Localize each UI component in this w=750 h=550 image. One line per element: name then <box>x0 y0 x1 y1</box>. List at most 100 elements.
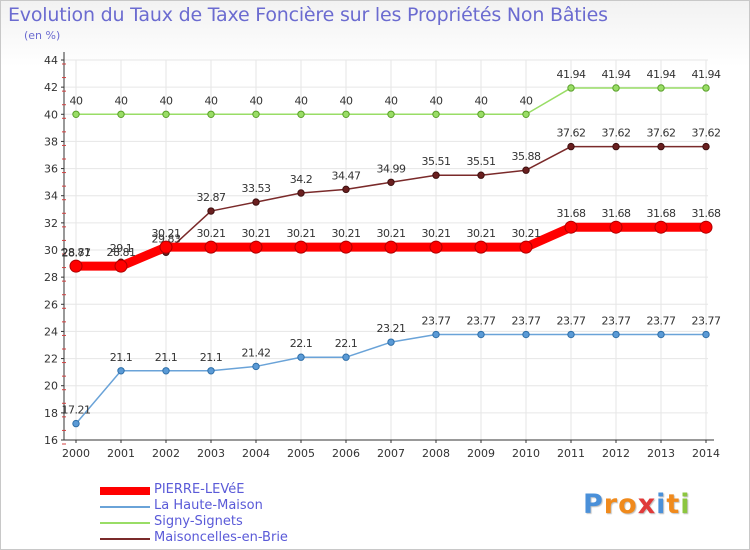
data-point <box>702 330 710 339</box>
y-tick-label: 20 <box>44 380 58 393</box>
data-label: 30.21 <box>332 227 361 240</box>
data-label: 40 <box>340 94 353 107</box>
data-point <box>159 240 173 254</box>
proxiti-logo: Proxiti <box>583 489 691 520</box>
data-point <box>522 330 530 339</box>
data-point <box>564 220 578 234</box>
data-label: 35.51 <box>467 155 496 168</box>
x-tick-label: 2001 <box>107 447 135 460</box>
data-label: 40 <box>475 94 488 107</box>
data-point <box>207 207 215 215</box>
data-point <box>294 240 308 254</box>
data-label: 31.68 <box>602 207 631 220</box>
data-point <box>207 367 215 375</box>
x-tick-label: 2007 <box>377 447 405 460</box>
data-label: 30.21 <box>512 227 541 240</box>
logo-letter: i <box>656 489 667 520</box>
chart-legend: PIERRE-LEVéE La Haute-Maison Signy-Signe… <box>100 482 360 547</box>
data-point <box>567 142 575 151</box>
data-point <box>72 419 80 428</box>
legend-label: Maisoncelles-en-Brie <box>154 530 288 545</box>
data-point <box>69 259 83 273</box>
data-point <box>474 240 488 254</box>
logo-letter: i <box>680 489 691 520</box>
logo-letter: r <box>603 489 619 520</box>
data-label: 29.1 <box>110 242 133 255</box>
data-point <box>252 110 260 118</box>
data-point <box>204 240 218 254</box>
data-point <box>477 110 485 118</box>
data-label: 34.2 <box>290 173 313 186</box>
data-point <box>702 142 710 151</box>
data-point <box>249 240 263 254</box>
series-maisoncelles-en-brie: 28.77 29.1 29.83 32.87 33.53 34.2 34.47 34.99 35… <box>62 127 721 271</box>
y-tick-label: 24 <box>44 325 58 338</box>
y-tick-label: 34 <box>44 190 58 203</box>
series-signy-signets: 40 40 40 40 40 40 40 40 40 40 40 41.94 41.94 41.94 41.… <box>70 68 721 118</box>
legend-swatch-pierre-levee <box>100 487 150 495</box>
y-tick-label: 42 <box>44 81 58 94</box>
data-point <box>342 353 350 361</box>
data-point <box>387 178 395 186</box>
data-label: 35.88 <box>512 150 541 163</box>
logo-letter: x <box>637 489 657 520</box>
x-tick-label: 2004 <box>242 447 270 460</box>
data-label: 23.77 <box>647 315 676 328</box>
chart-subtitle: (en %) <box>24 29 61 42</box>
data-label: 23.77 <box>557 315 586 328</box>
data-point <box>432 171 440 179</box>
data-label: 40 <box>205 94 218 107</box>
data-label: 28.77 <box>62 247 91 260</box>
data-label: 40 <box>520 94 533 107</box>
data-label: 21.42 <box>242 346 271 359</box>
data-label: 40 <box>430 94 443 107</box>
data-label: 23.77 <box>467 315 496 328</box>
data-point <box>117 110 125 118</box>
data-point <box>654 220 668 234</box>
data-label: 40 <box>250 94 263 107</box>
data-label: 37.62 <box>692 127 721 140</box>
data-label: 23.77 <box>692 315 721 328</box>
data-point <box>432 110 440 118</box>
legend-label: PIERRE-LEVéE <box>154 482 245 497</box>
data-point <box>612 330 620 339</box>
x-tick-label: 2002 <box>152 447 180 460</box>
data-point <box>612 142 620 151</box>
data-label: 23.77 <box>512 315 541 328</box>
data-point <box>567 84 575 92</box>
y-tick-label: 32 <box>44 217 58 230</box>
data-label: 30.21 <box>242 227 271 240</box>
data-label: 29.83 <box>152 232 181 245</box>
data-point <box>342 185 350 194</box>
data-label: 31.68 <box>692 207 721 220</box>
data-label: 21.1 <box>155 351 178 364</box>
data-label: 30.21 <box>422 227 451 240</box>
data-point <box>297 353 305 361</box>
y-tick-label: 30 <box>44 244 58 257</box>
x-tick-label: 2006 <box>332 447 360 460</box>
data-label: 21.1 <box>110 351 133 364</box>
data-point <box>387 110 395 118</box>
data-point <box>114 259 128 273</box>
data-label: 40 <box>295 94 308 107</box>
data-label: 23.77 <box>422 315 451 328</box>
data-point <box>477 171 485 179</box>
data-point <box>387 338 395 346</box>
data-label: 32.87 <box>197 191 226 204</box>
data-label: 33.53 <box>242 182 271 195</box>
data-point <box>207 110 215 118</box>
data-label: 30.21 <box>152 227 181 240</box>
legend-label: La Haute-Maison <box>154 498 263 513</box>
data-label: 28.81 <box>107 246 136 259</box>
data-point <box>252 198 260 206</box>
data-point <box>567 330 575 339</box>
series-la-haute-maison: 17.21 21.1 21.1 21.1 21.42 22.1 22.1 23.21 23.77… <box>62 315 721 428</box>
data-label: 41.94 <box>647 68 676 81</box>
data-label: 31.68 <box>647 207 676 220</box>
data-point <box>432 330 440 339</box>
data-point <box>297 189 305 197</box>
data-label: 37.62 <box>602 127 631 140</box>
data-point <box>429 240 443 254</box>
legend-item-signy-signets: Signy-Signets <box>100 514 360 531</box>
